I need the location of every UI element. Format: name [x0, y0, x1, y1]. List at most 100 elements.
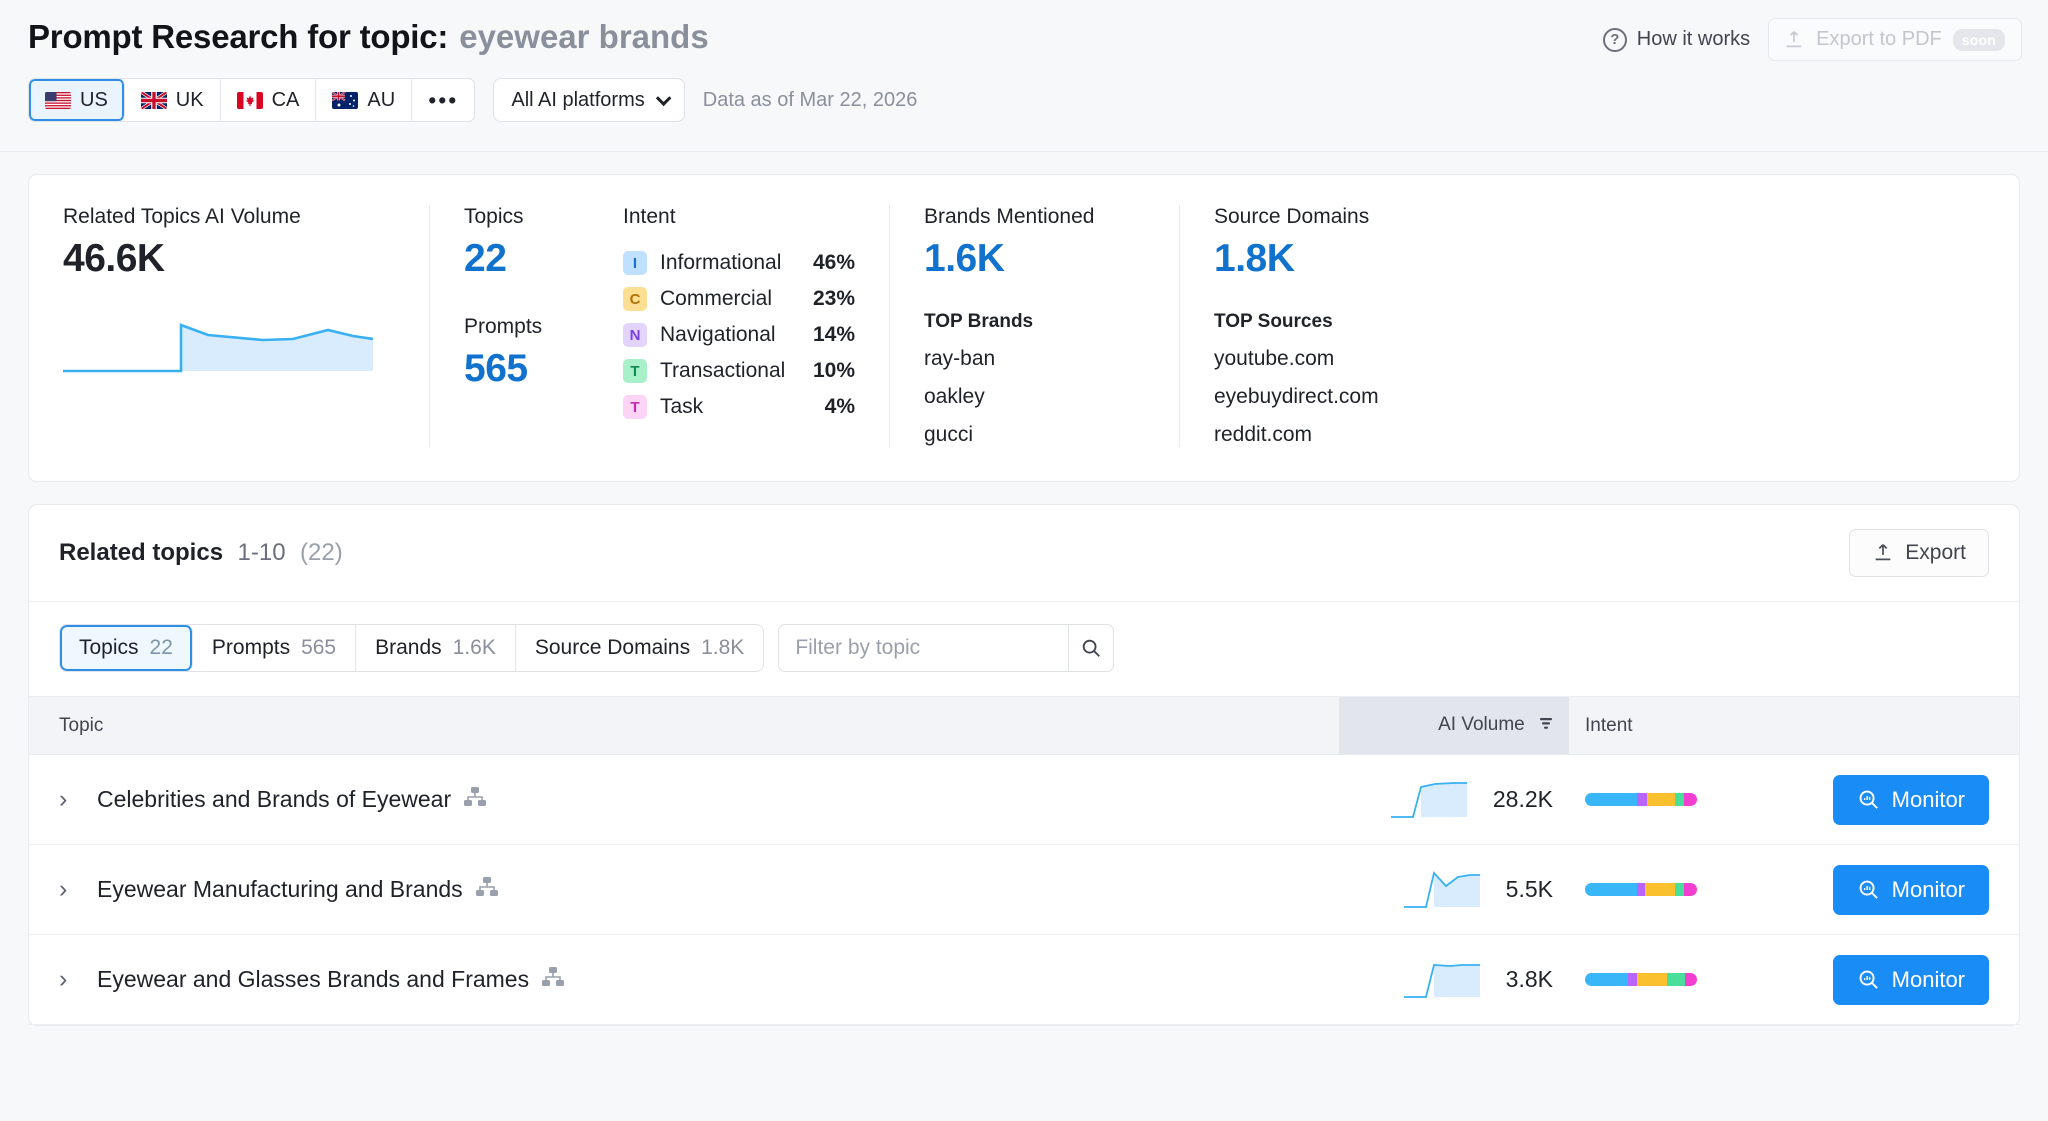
top-brands-label: TOP Brands	[924, 311, 1034, 332]
table-row[interactable]: › Eyewear and Glasses Brands and Frames	[29, 934, 2019, 1025]
intent-segment-commercial	[1646, 793, 1675, 806]
data-as-of-label: Data as of Mar 22, 2026	[702, 88, 918, 111]
export-button[interactable]: Export	[1849, 529, 1989, 577]
column-header-ai-volume[interactable]: AI Volume	[1339, 696, 1569, 755]
sort-descending-icon	[1539, 714, 1553, 736]
geo-item-uk[interactable]: UK	[125, 79, 221, 121]
tab-topics[interactable]: Topics 22	[60, 625, 193, 671]
summary-intent: Intent I Informational 46% C Commercial …	[589, 205, 889, 447]
intent-row-commercial: C Commercial 23%	[623, 281, 855, 317]
intent-distribution-bar[interactable]	[1585, 793, 1697, 806]
how-it-works-link[interactable]: ? How it works	[1602, 27, 1751, 52]
intent-pct-navigational: 14%	[812, 323, 855, 346]
monitor-button-label: Monitor	[1891, 876, 1965, 902]
search-button[interactable]	[1068, 624, 1115, 672]
topic-name[interactable]: Eyewear Manufacturing and Brands	[97, 876, 463, 902]
tab-topics-count: 22	[149, 636, 173, 659]
geo-item-us[interactable]: US	[29, 79, 125, 121]
topic-hierarchy-icon[interactable]	[475, 877, 498, 902]
topic-name[interactable]: Eyewear and Glasses Brands and Frames	[97, 966, 530, 992]
top-source-item[interactable]: youtube.com	[1214, 347, 1335, 370]
cell-intent	[1569, 844, 1799, 935]
intent-breakdown-list: I Informational 46% C Commercial 23% N N…	[623, 245, 855, 425]
top-brand-item[interactable]: oakley	[924, 385, 985, 408]
intent-segment-commercial	[1636, 973, 1667, 986]
search-input[interactable]	[778, 624, 1069, 672]
related-topics-heading: Related topics 1-10 (22)	[59, 539, 343, 567]
expand-chevron-right-icon[interactable]: ›	[59, 785, 68, 813]
related-topics-filters: Topics 22 Prompts 565 Brands 1.6K Source…	[29, 602, 2019, 696]
prompts-value[interactable]: 565	[464, 347, 528, 390]
intent-segment-navigational	[1627, 973, 1637, 986]
top-brand-item[interactable]: ray-ban	[924, 347, 996, 370]
geo-item-uk-label: UK	[175, 88, 204, 111]
intent-distribution-bar[interactable]	[1585, 973, 1697, 986]
monitor-button[interactable]: Monitor	[1832, 954, 1989, 1005]
topic-hierarchy-icon[interactable]	[542, 967, 565, 992]
geo-item-au[interactable]: AU	[316, 79, 413, 121]
tab-brands-label: Brands	[375, 636, 442, 659]
column-header-intent: Intent	[1569, 696, 1799, 755]
search-icon	[1083, 639, 1101, 657]
table-row[interactable]: › Eyewear Manufacturing and Brands	[29, 844, 2019, 935]
sources-value[interactable]: 1.8K	[1214, 237, 1295, 280]
expand-chevron-right-icon[interactable]: ›	[59, 965, 68, 993]
ai-volume-cell-value: 3.8K	[1505, 966, 1553, 992]
cell-topic: › Eyewear and Glasses Brands and Frames	[29, 934, 1339, 1025]
cell-intent	[1569, 754, 1799, 845]
related-topics-title: Related topics	[59, 539, 224, 566]
top-source-item[interactable]: reddit.com	[1214, 423, 1313, 446]
summary-topics: Topics 22	[464, 205, 555, 281]
brands-value[interactable]: 1.6K	[924, 237, 1005, 280]
uk-flag-icon	[140, 91, 167, 109]
area-chart	[63, 323, 374, 373]
intent-pct-informational: 46%	[812, 251, 855, 274]
intent-segment-informational	[1585, 973, 1628, 986]
ai-platform-select[interactable]: All AI platforms	[493, 78, 685, 122]
geo-item-ca[interactable]: CA	[221, 79, 317, 121]
ai-volume-cell-value: 5.5K	[1505, 876, 1553, 902]
intent-segment-task	[1683, 793, 1697, 806]
intent-segment-transactional	[1674, 883, 1684, 896]
cell-topic: › Celebrities and Brands of Eyewear	[29, 754, 1339, 845]
au-flag-icon	[332, 91, 359, 109]
table-row[interactable]: › Celebrities and Brands of Eyewear	[29, 754, 2019, 845]
row-sparkline	[1403, 963, 1480, 998]
ai-platform-select-value: All AI platforms	[511, 88, 645, 111]
column-header-topic[interactable]: Topic	[29, 696, 1339, 755]
intent-distribution-bar[interactable]	[1585, 883, 1697, 896]
table-header: Topic AI Volume Intent	[29, 696, 2019, 755]
topics-value[interactable]: 22	[464, 237, 507, 280]
ai-volume-value: 46.6K	[63, 237, 165, 280]
tab-brands-count: 1.6K	[452, 636, 496, 659]
intent-segment-transactional	[1674, 793, 1684, 806]
monitor-button[interactable]: Monitor	[1832, 774, 1989, 825]
top-brand-item[interactable]: gucci	[924, 423, 974, 446]
geo-more-button[interactable]: •••	[428, 86, 459, 113]
topic-hierarchy-icon[interactable]	[464, 787, 487, 812]
row-sparkline	[1403, 870, 1480, 908]
topics-label: Topics	[464, 205, 524, 228]
brands-label: Brands Mentioned	[924, 205, 1095, 228]
tab-prompts[interactable]: Prompts 565	[193, 625, 357, 671]
expand-chevron-right-icon[interactable]: ›	[59, 875, 68, 903]
intent-name-transactional: Transactional	[660, 359, 786, 382]
tab-brands[interactable]: Brands 1.6K	[356, 625, 516, 671]
export-to-pdf-label: Export to PDF	[1816, 28, 1942, 50]
sources-label: Source Domains	[1214, 205, 1370, 228]
monitor-button[interactable]: Monitor	[1832, 864, 1989, 915]
column-header-actions	[1799, 696, 2019, 755]
geo-item-ca-label: CA	[271, 88, 300, 111]
monitor-search-icon	[1859, 790, 1878, 809]
monitor-search-icon	[1859, 970, 1878, 989]
monitor-button-label: Monitor	[1891, 786, 1965, 812]
tab-source-domains-count: 1.8K	[701, 636, 745, 659]
how-it-works-label: How it works	[1636, 28, 1751, 50]
topic-name[interactable]: Celebrities and Brands of Eyewear	[97, 786, 452, 812]
top-source-item[interactable]: eyebuydirect.com	[1214, 385, 1379, 408]
upload-icon	[1786, 30, 1802, 47]
monitor-search-icon	[1859, 880, 1878, 899]
tab-source-domains[interactable]: Source Domains 1.8K	[516, 625, 763, 671]
row-sparkline	[1390, 781, 1467, 818]
ai-volume-sparkline	[63, 303, 395, 383]
